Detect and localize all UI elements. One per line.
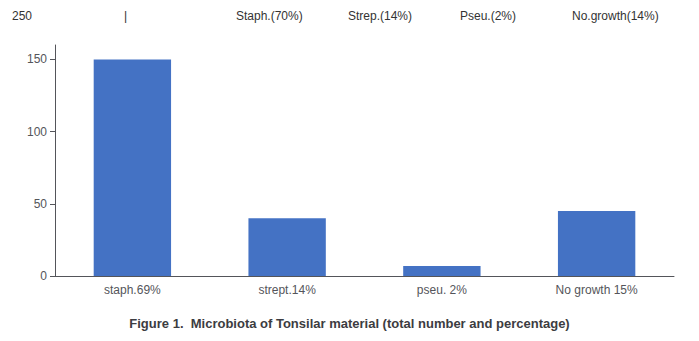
svg-text:Pseu.(2%): Pseu.(2%) <box>460 9 516 23</box>
svg-text:No growth 15%: No growth 15% <box>556 283 638 297</box>
svg-text:No.growth(14%): No.growth(14%) <box>572 9 659 23</box>
svg-text:150: 150 <box>27 52 47 66</box>
svg-text:Staph.(70%): Staph.(70%) <box>236 9 303 23</box>
svg-text:strept.14%: strept.14% <box>258 283 316 297</box>
svg-text:250: 250 <box>12 9 32 23</box>
svg-text:50: 50 <box>34 197 48 211</box>
svg-text:staph.69%: staph.69% <box>104 283 161 297</box>
svg-text:0: 0 <box>40 269 47 283</box>
svg-text:Strep.(14%): Strep.(14%) <box>348 9 412 23</box>
svg-text:100: 100 <box>27 125 47 139</box>
svg-text:Figure 1. Microbiota of Tonsi: Figure 1. Microbiota of Tonsilar materia… <box>129 316 569 331</box>
svg-text:pseu. 2%: pseu. 2% <box>417 283 467 297</box>
svg-text:|: | <box>124 9 127 23</box>
